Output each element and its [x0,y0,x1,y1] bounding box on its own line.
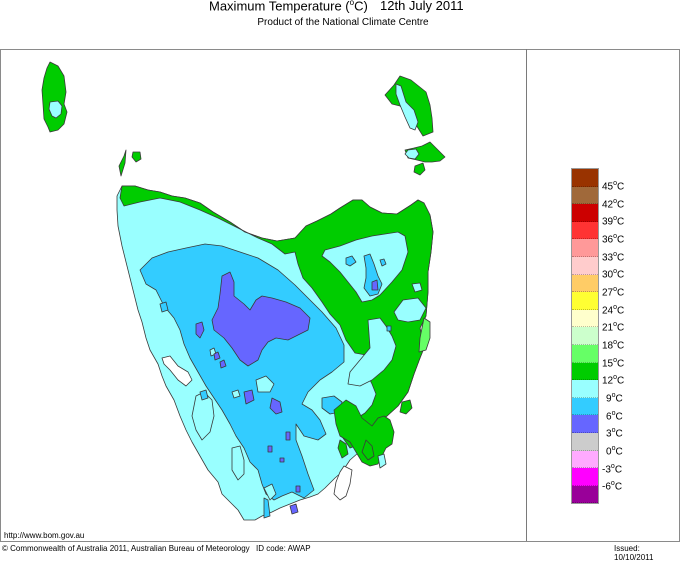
legend-label: 0oC [606,445,623,458]
legend-swatch [572,274,598,293]
legend-swatch [572,380,598,398]
legend-label: -6oC [602,480,623,493]
legend-label: 45oC [602,180,625,193]
legend-swatch [572,432,598,451]
legend-label: 6oC [606,410,623,423]
title-text: Maximum Temperature (oC) [209,0,368,14]
legend-swatch [572,397,598,416]
website-url: http://www.bom.gov.au [4,531,85,540]
king-island [41,61,68,133]
title-date: 12th July 2011 [380,0,464,13]
legend-label: 3oC [606,427,623,440]
copyright-notice: © Commonwealth of Australia 2011, Austra… [2,544,250,553]
temperature-legend [571,168,599,505]
legend-swatch [572,468,598,486]
legend-swatch [572,186,598,205]
legend-swatch [572,415,598,433]
legend-divider [526,49,527,541]
legend-label: 12oC [602,374,625,387]
legend-label: 27oC [602,286,625,299]
legend-label: 36oC [602,233,625,246]
legend-swatch [572,204,598,222]
legend-swatch [572,221,598,240]
map-title: Maximum Temperature (oC) 12th July 2011 [0,0,680,18]
legend-label: 15oC [602,357,625,370]
legend-label: 39oC [602,215,625,228]
legend-label: 18oC [602,339,625,352]
id-code: ID code: AWAP [256,544,311,553]
legend-label: 42oC [602,198,625,211]
tasmania-temperature-map [41,61,446,521]
subtitle: Product of the National Climate Centre [257,17,429,28]
legend-swatch [572,344,598,363]
legend-swatch [572,169,598,187]
legend-label: 21oC [602,321,625,334]
legend-label: 24oC [602,304,625,317]
legend-swatch [572,450,598,469]
legend-swatch [572,362,598,381]
legend-swatch [572,256,598,275]
legend-label: 9oC [606,392,623,405]
legend-label: -3oC [602,463,623,476]
legend-swatch [572,292,598,310]
legend-swatch [572,309,598,328]
legend-swatch [572,239,598,257]
legend-label: 30oC [602,268,625,281]
legend-swatch [572,327,598,345]
issued-date: Issued: 10/10/2011 [614,544,654,562]
legend-label: 33oC [602,251,625,264]
legend-swatch [572,485,598,504]
